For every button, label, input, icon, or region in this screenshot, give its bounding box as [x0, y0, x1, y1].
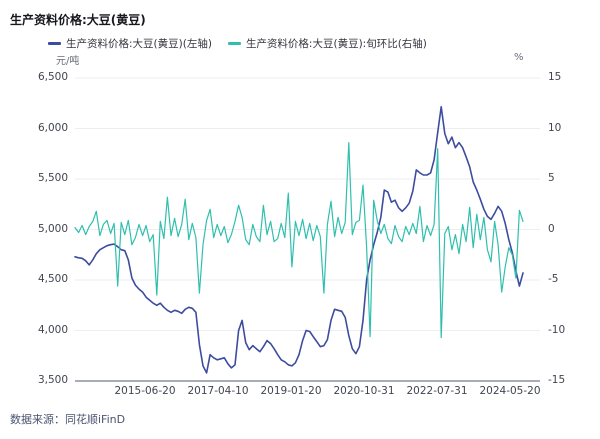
- x-axis-tick-label: 2017-04-10: [187, 385, 249, 397]
- mom-series-line: [74, 142, 524, 339]
- chart-title: 生产资料价格:大豆(黄豆): [10, 13, 146, 27]
- y-right-tick-label: 10: [548, 121, 562, 134]
- y-left-tick-label: 5,000: [37, 222, 68, 235]
- price-series-line: [74, 106, 524, 374]
- y-left-tick-label: 4,000: [37, 323, 68, 336]
- y-left-tick-label: 6,500: [37, 71, 68, 83]
- legend-item-mom[interactable]: 生产资料价格:大豆(黄豆):旬环比(右轴): [227, 36, 427, 51]
- y-left-tick-label: 5,500: [37, 172, 68, 184]
- legend: 生产资料价格:大豆(黄豆)(左轴) 生产资料价格:大豆(黄豆):旬环比(右轴): [48, 36, 427, 51]
- y-right-tick-label: 5: [548, 172, 555, 184]
- right-axis-unit: %: [514, 52, 524, 63]
- y-right-tick-label: 15: [548, 71, 562, 83]
- y-right-tick-label: -10: [548, 323, 566, 336]
- mom-line-swatch-icon: [227, 42, 241, 45]
- legend-item-mom-label: 生产资料价格:大豆(黄豆):旬环比(右轴): [245, 38, 427, 50]
- y-right-tick-label: -5: [548, 273, 559, 285]
- x-axis-tick-label: 2020-10-31: [333, 385, 395, 397]
- y-left-tick-label: 4,500: [37, 273, 68, 285]
- x-axis-tick-label: 2019-01-20: [260, 385, 322, 397]
- x-axis-tick-label: 2022-07-31: [406, 385, 468, 397]
- x-axis-tick-label: 2024-05-20: [479, 385, 541, 397]
- legend-item-price[interactable]: 生产资料价格:大豆(黄豆)(左轴): [48, 36, 212, 51]
- y-right-tick-label: 0: [548, 222, 555, 235]
- x-axis-tick-label: 2015-06-20: [114, 385, 176, 397]
- legend-item-price-label: 生产资料价格:大豆(黄豆)(左轴): [66, 38, 212, 50]
- price-line-swatch-icon: [48, 42, 61, 45]
- data-source-note: 数据来源：同花顺iFinD: [10, 413, 126, 426]
- y-left-tick-label: 3,500: [37, 374, 68, 386]
- y-right-tick-label: -15: [548, 374, 566, 386]
- y-left-tick-label: 6,000: [37, 121, 68, 134]
- left-axis-unit: 元/吨: [56, 56, 80, 67]
